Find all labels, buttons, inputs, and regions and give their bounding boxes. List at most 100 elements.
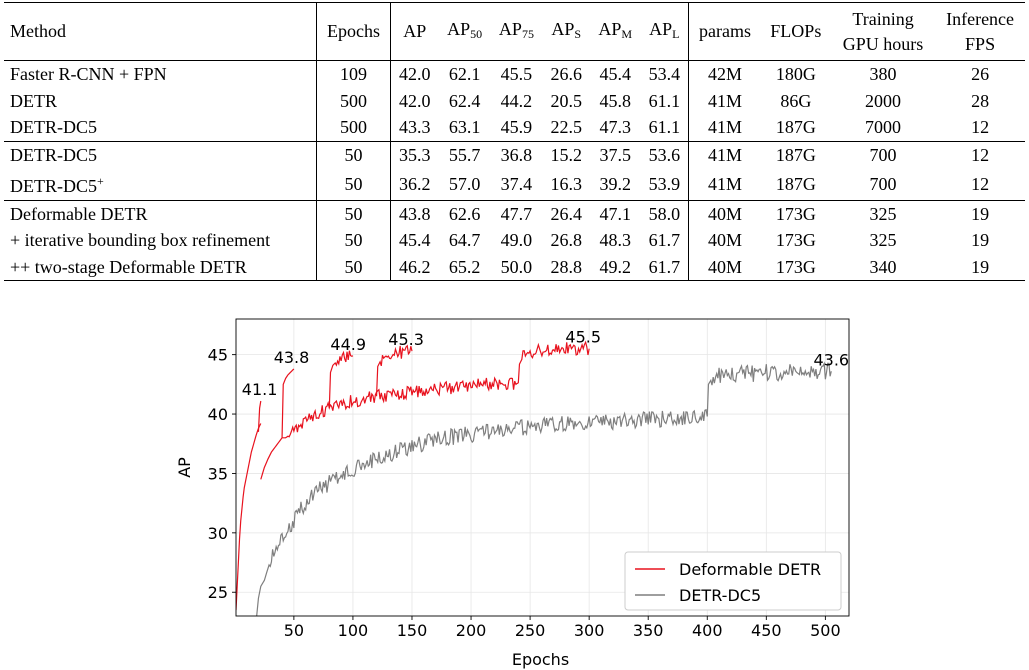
cell-fps: 19 [935,199,1025,227]
cell-ap50: 62.4 [448,90,481,111]
cell-apl: 61.1 [648,117,681,137]
series-line-0-3 [281,368,295,438]
cell-params: 41M [688,168,761,200]
table-row: Faster R-CNN + FPN 109 42.0 62.1 45.5 26.6 45.… [4,60,1025,88]
series-line-0-2 [260,376,519,480]
table-row: DETR-DC5 50 35.3 55.7 36.8 15.2 37.5 53.6 41M 187… [4,140,1025,168]
cell-fps: 28 [971,90,990,111]
series-line-0-1 [257,400,262,432]
cell-epochs: 500 [316,114,391,141]
cell-method: DETR [10,90,57,111]
y-tick-label: 40 [208,405,228,424]
cell-aps: 26.6 [550,64,582,84]
table-header-row: Method Epochs AP AP50 AP75 APS APM APL p… [4,2,1025,61]
series-line-0-6 [517,340,590,384]
cell-flops: 180G [775,64,816,84]
annotation-label: 43.6 [813,350,849,369]
cell-apm: 39.2 [599,173,632,194]
x-tick-label: 150 [397,621,428,640]
cell-epochs: 50 [316,140,391,168]
cell-params: 40M [688,253,761,281]
cell-ap: 42.0 [389,87,439,114]
cell-params: 41M [688,140,761,168]
cell-gpu-hours: 340 [830,253,936,281]
cell-gpu-hours: 325 [869,230,897,250]
cell-params: 41M [688,87,761,114]
header-method: Method [10,21,66,41]
legend-label: Deformable DETR [679,560,821,579]
y-axis-label: AP [175,457,194,478]
x-axis-label: Epochs [512,650,569,669]
cell-params: 41M [688,114,761,141]
cell-flops: 187G [775,173,816,194]
cell-ap50: 63.1 [448,117,481,137]
cell-ap75: 45.9 [500,117,533,137]
table-row: ++ two-stage Deformable DETR 50 46.2 65.2 50… [4,253,1025,281]
x-tick-label: 50 [284,621,304,640]
cell-ap50: 57.0 [448,173,481,194]
cell-aps: 28.8 [542,253,591,281]
cell-ap: 36.2 [389,168,439,200]
cell-flops: 173G [775,230,816,250]
cell-params: 42M [688,60,761,88]
y-tick-label: 25 [208,583,228,602]
cell-ap75: 37.4 [500,173,533,194]
cell-method: ++ two-stage Deformable DETR [4,253,317,281]
cell-apm: 48.3 [599,230,632,250]
cell-method: Deformable DETR [4,199,317,227]
annotation-label: 41.1 [242,380,278,399]
cell-gpu-hours: 380 [869,64,897,84]
cell-apm: 49.2 [590,253,641,281]
cell-epochs: 109 [316,60,391,88]
series-line-0-0 [236,423,262,611]
header-ap50: AP50 [447,18,483,41]
cell-ap75: 49.0 [500,230,533,250]
x-tick-label: 200 [456,621,487,640]
cell-ap50: 64.7 [448,230,481,250]
header-inference-fps: Inference FPS [946,8,1015,54]
cell-aps: 20.5 [550,90,582,111]
header-params: params [688,2,761,61]
x-tick-label: 500 [810,621,841,640]
cell-params: 40M [688,199,761,227]
cell-method: DETR-DC5 [10,117,97,137]
cell-method: DETR-DC5+ [10,174,104,196]
y-tick-label: 45 [208,346,228,365]
cell-ap: 43.8 [389,199,439,227]
x-tick-label: 250 [515,621,546,640]
cell-method: + iterative bounding box refinement [10,230,271,250]
x-tick-label: 350 [633,621,664,640]
series-line-1-1 [706,361,832,417]
header-training-gpu-hours: Training GPU hours [842,8,924,54]
x-tick-label: 400 [692,621,723,640]
cell-aps: 15.2 [542,140,591,168]
cell-aps: 26.8 [550,230,582,250]
cell-flops: 173G [760,253,831,281]
cell-apl: 61.7 [648,230,681,250]
cell-apl: 53.9 [648,173,681,194]
series-line-1-0 [256,408,708,616]
cell-ap: 45.4 [389,227,439,254]
cell-ap50: 65.2 [438,253,491,281]
cell-ap75: 36.8 [490,140,543,168]
results-table: Method Epochs AP AP50 AP75 APS APM APL p… [4,2,1025,281]
cell-ap: 46.2 [389,253,439,281]
cell-apl: 53.4 [648,64,681,84]
y-tick-label: 35 [208,464,228,483]
x-tick-label: 300 [574,621,605,640]
cell-apm: 45.8 [599,90,632,111]
cell-gpu-hours: 700 [869,173,897,194]
cell-aps: 16.3 [550,173,582,194]
cell-apl: 58.0 [640,199,689,227]
legend-label: DETR-DC5 [679,586,761,605]
annotation-label: 45.3 [388,330,424,349]
cell-apl: 53.6 [640,140,689,168]
cell-ap50: 62.1 [448,64,481,84]
y-tick-label: 30 [208,524,228,543]
cell-method: Faster R-CNN + FPN [10,64,167,84]
header-flops: FLOPs [770,21,822,41]
cell-apl: 61.7 [640,253,689,281]
header-ap: AP [389,2,439,61]
cell-fps: 12 [971,173,990,194]
cell-epochs: 50 [316,168,391,200]
